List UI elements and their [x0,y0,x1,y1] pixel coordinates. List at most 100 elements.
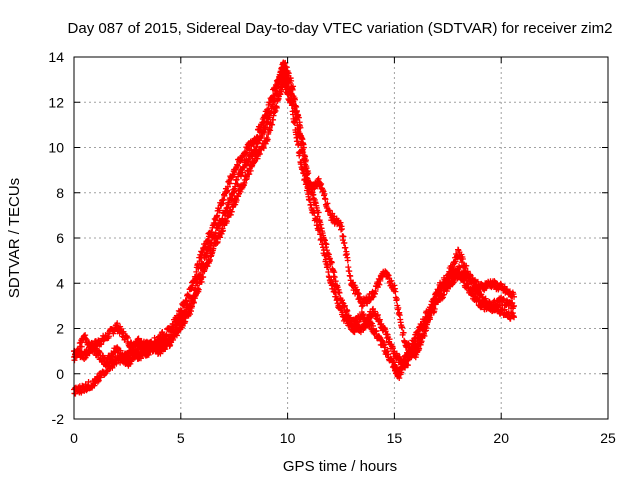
data-point [273,104,280,111]
y-tick-label: 0 [56,366,64,382]
data-point [283,84,290,91]
data-point [317,231,324,238]
data-point [320,244,327,251]
data-point [167,342,174,349]
points-layer [71,59,518,397]
data-point [295,141,302,148]
data-point [206,256,213,263]
data-point [337,219,344,226]
data-point [395,304,402,311]
data-point [198,278,205,285]
data-point [114,320,121,327]
ticks-layer: 0 5 10 15 20 25 -2 0 2 4 6 8 10 12 14 [48,49,616,446]
data-point [328,259,335,266]
data-point [297,150,304,157]
data-point [396,375,403,382]
data-point [295,125,302,132]
data-point [76,348,83,355]
x-tick-label: 0 [70,430,78,446]
data-point [426,316,433,323]
data-point [223,218,230,225]
data-point [285,90,292,97]
data-point [388,277,395,284]
data-point [228,208,235,215]
y-tick-label: 6 [56,230,64,246]
data-point [389,345,396,352]
data-point [459,256,466,263]
data-point [281,66,288,73]
data-point [318,236,325,243]
data-point [242,150,249,157]
data-point [321,247,328,254]
y-tick-label: 8 [56,185,64,201]
x-tick-label: 10 [280,430,296,446]
data-point [216,207,223,214]
data-point [273,83,280,90]
data-point [95,377,102,384]
data-point [311,210,318,217]
x-axis-title: GPS time / hours [283,458,397,475]
data-point [261,118,268,125]
y-axis-title: SDTVAR / TECUs [6,178,23,298]
data-point [313,216,320,223]
data-point [392,288,399,295]
data-point [220,197,227,204]
data-point [169,327,176,334]
data-point [216,224,223,231]
data-point [246,171,253,178]
data-point [324,200,331,207]
data-point [298,139,305,146]
data-point [137,355,144,362]
y-tick-label: 2 [56,321,64,337]
data-point [178,307,185,314]
series-trace-c [71,74,518,371]
data-point [321,252,328,259]
grid-layer [74,57,608,419]
data-point [260,145,267,152]
y-tick-label: -2 [52,411,65,427]
data-point [269,95,276,102]
data-point [265,107,272,114]
data-point [399,324,406,331]
data-point [190,299,197,306]
data-point [404,362,411,369]
data-point [501,306,508,313]
data-point [418,333,425,340]
data-point [340,233,347,240]
data-point [511,314,518,321]
data-point [237,188,244,195]
data-point [289,102,296,109]
x-tick-label: 25 [600,430,616,446]
data-point [306,196,313,203]
data-point [186,293,193,300]
data-point [409,351,416,358]
data-point [204,236,211,243]
data-point [281,78,288,85]
data-point [224,183,231,190]
data-point [195,286,202,293]
data-point [422,323,429,330]
data-point [91,382,98,389]
data-point [247,167,254,174]
data-point [239,169,246,176]
data-point [188,285,195,292]
data-point [254,155,261,162]
data-point [382,344,389,351]
data-point [322,196,329,203]
data-point [187,311,194,318]
data-point [226,180,233,187]
data-point [304,185,311,192]
data-point [501,283,508,290]
data-point [183,298,190,305]
data-point [381,341,388,348]
y-tick-label: 12 [48,94,64,110]
data-point [450,280,457,287]
data-point [376,281,383,288]
data-point [511,302,518,309]
data-point [488,301,495,308]
y-tick-label: 10 [48,140,64,156]
data-point [96,348,103,355]
data-point [291,120,298,127]
data-point [463,262,470,269]
